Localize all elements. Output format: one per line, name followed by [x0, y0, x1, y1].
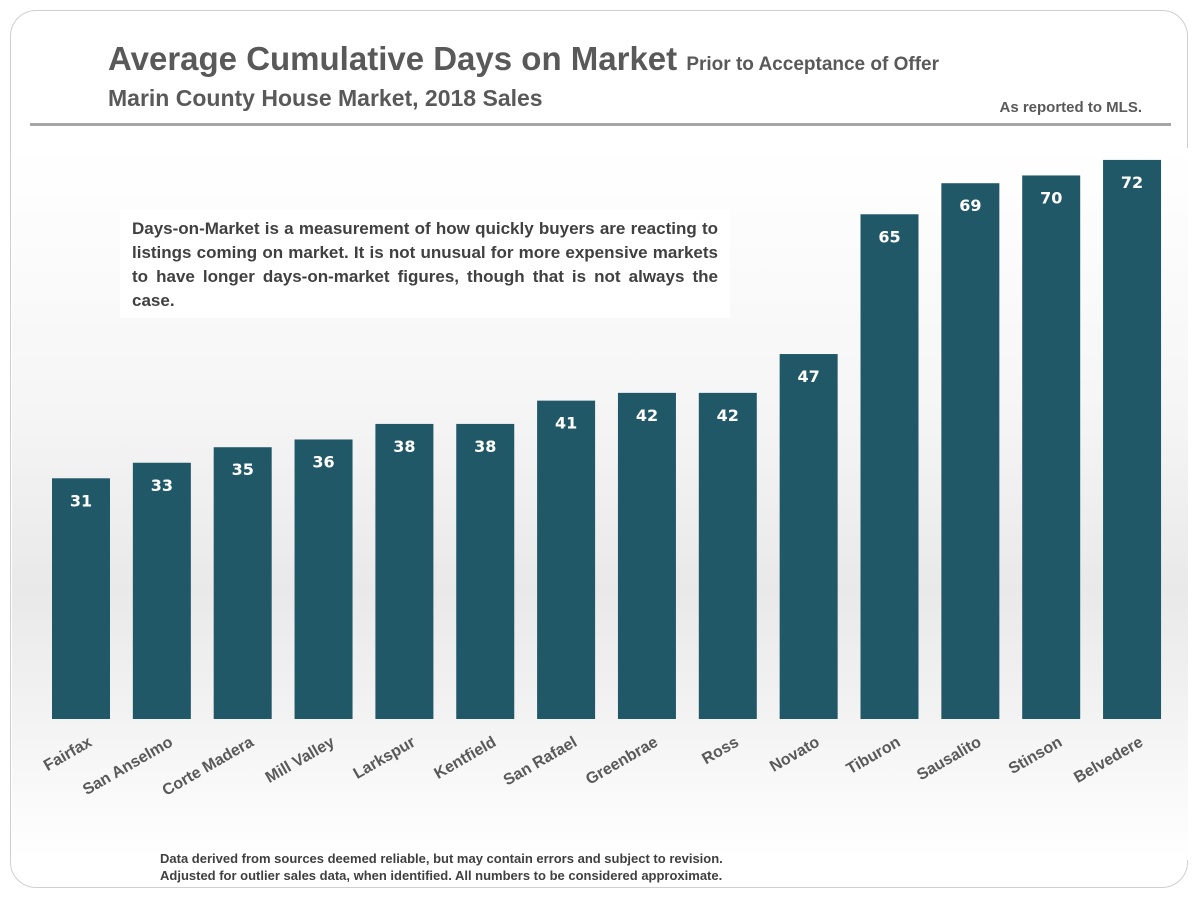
source-note: As reported to MLS. [999, 99, 1142, 116]
explanation-text: Days-on-Market is a measurement of how q… [132, 219, 718, 310]
x-tick-label: Kentfield [431, 734, 499, 783]
chart-title-text: Average Cumulative Days on Market [108, 40, 678, 77]
x-tick-label: San Rafael [501, 734, 580, 790]
disclaimer-line-1: Data derived from sources deemed reliabl… [160, 851, 723, 866]
disclaimer-line-2: Adjusted for outlier sales data, when id… [160, 868, 723, 883]
x-tick-label: Mill Valley [263, 734, 338, 787]
title-divider [30, 123, 1171, 126]
bar [698, 392, 757, 719]
bar-value-label: 41 [555, 414, 577, 433]
x-tick-label: Tiburon [844, 734, 904, 778]
bar [132, 462, 191, 719]
bar [860, 214, 919, 719]
bar [779, 354, 838, 719]
bar [1103, 159, 1162, 720]
bar-value-label: 35 [232, 460, 254, 479]
bar-value-label: 36 [312, 452, 334, 471]
bar-value-label: 31 [70, 491, 92, 510]
chart-title: Average Cumulative Days on Market Prior … [108, 40, 939, 78]
bar-value-label: 70 [1040, 188, 1062, 207]
bar-value-label: 38 [393, 437, 415, 456]
explanation-callout: Days-on-Market is a measurement of how q… [120, 210, 730, 318]
bar [375, 423, 434, 719]
bar-value-label: 42 [636, 406, 658, 425]
bar [213, 447, 272, 719]
x-tick-label: Stinson [1006, 734, 1065, 778]
x-tick-label: Novato [767, 734, 823, 776]
disclaimer: Data derived from sources deemed reliabl… [160, 850, 723, 884]
bar-value-label: 33 [151, 476, 173, 495]
chart-subtitle: Marin County House Market, 2018 Sales [108, 85, 543, 111]
bar-value-label: 72 [1121, 173, 1143, 192]
bar [52, 478, 110, 719]
bar [1022, 175, 1081, 719]
bar [294, 439, 353, 719]
x-tick-label: Fairfax [41, 734, 95, 775]
x-tick-label: Belvedere [1071, 734, 1146, 787]
bar [941, 183, 1000, 720]
x-tick-label: Sausalito [914, 734, 984, 784]
bar [537, 400, 596, 719]
bar-value-label: 38 [474, 437, 496, 456]
bar-value-label: 69 [959, 196, 981, 215]
bar [456, 423, 515, 719]
bar [617, 392, 676, 719]
chart-title-suffix: Prior to Acceptance of Offer [686, 54, 940, 75]
x-tick-label: Larkspur [351, 734, 419, 783]
x-tick-label: Corte Madera [160, 734, 257, 800]
bar-value-label: 42 [717, 406, 739, 425]
x-tick-label: Ross [699, 734, 741, 768]
bar-value-label: 65 [878, 227, 900, 246]
bar-value-label: 47 [798, 367, 820, 386]
x-tick-label: Greenbrae [583, 734, 661, 789]
